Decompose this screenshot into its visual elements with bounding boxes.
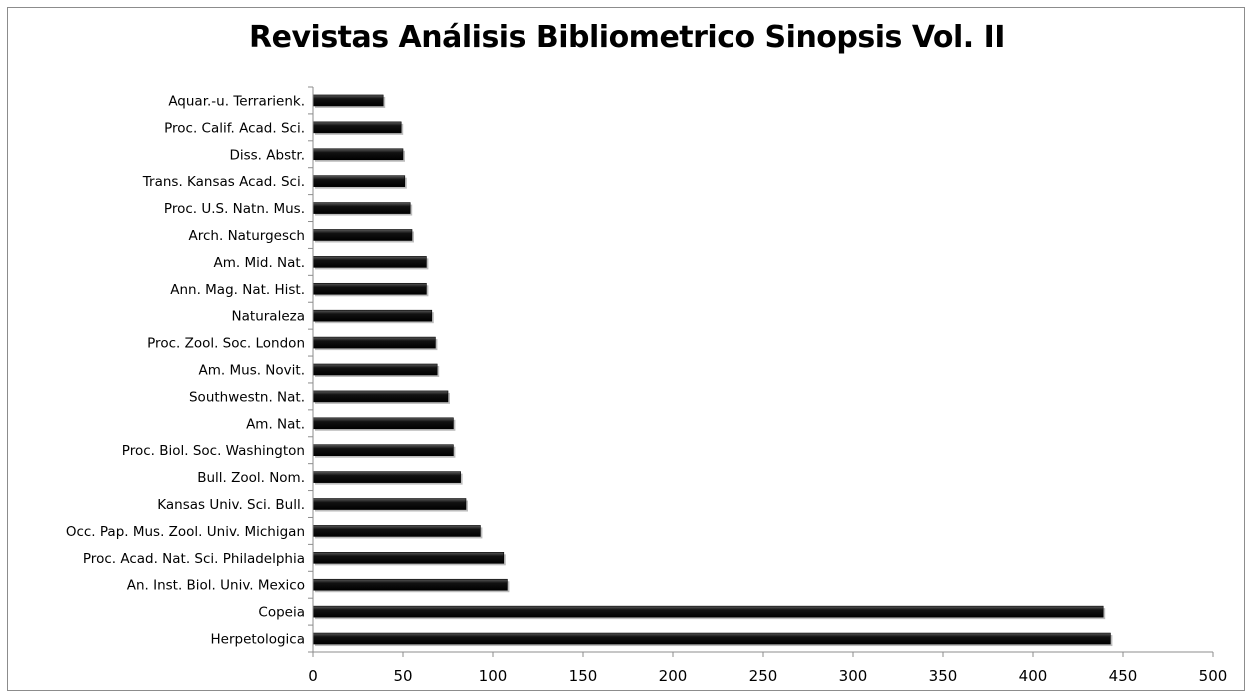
bar bbox=[312, 632, 1111, 645]
category-label: Proc. Zool. Soc. London bbox=[147, 336, 305, 352]
bar bbox=[312, 148, 404, 161]
category-label: Trans. Kansas Acad. Sci. bbox=[142, 174, 305, 190]
bar bbox=[312, 336, 436, 349]
bar bbox=[312, 417, 454, 430]
bar bbox=[312, 175, 406, 187]
axes-group bbox=[308, 86, 1214, 657]
category-label: Am. Nat. bbox=[246, 416, 305, 432]
bar bbox=[312, 363, 438, 376]
category-label: Am. Mid. Nat. bbox=[214, 255, 305, 271]
bar bbox=[312, 229, 413, 241]
chart-title: Revistas Análisis Bibliometrico Sinopsis… bbox=[249, 20, 1005, 55]
category-label: Bull. Zool. Nom. bbox=[197, 470, 305, 486]
category-label: Kansas Univ. Sci. Bull. bbox=[157, 497, 305, 513]
bar bbox=[312, 390, 449, 403]
bar bbox=[312, 498, 467, 510]
category-label: Proc. Calif. Acad. Sci. bbox=[164, 120, 305, 136]
x-tick-label: 50 bbox=[393, 667, 412, 685]
bar bbox=[312, 309, 433, 322]
category-label: Occ. Pap. Mus. Zool. Univ. Michigan bbox=[66, 524, 305, 540]
x-tick-label: 200 bbox=[659, 667, 688, 685]
bar bbox=[312, 552, 505, 564]
chart-frame bbox=[7, 7, 1245, 691]
bar bbox=[312, 471, 461, 483]
x-tick-label: 0 bbox=[308, 667, 318, 685]
bars-group bbox=[312, 94, 1113, 647]
bar bbox=[312, 605, 1104, 618]
category-label: Herpetologica bbox=[211, 632, 305, 648]
category-label: Aquar.-u. Terrarienk. bbox=[168, 93, 305, 109]
category-label: Proc. U.S. Natn. Mus. bbox=[164, 201, 305, 217]
category-labels: Aquar.-u. Terrarienk. Proc. Calif. Acad. … bbox=[66, 93, 305, 647]
bar bbox=[312, 578, 508, 591]
category-label: Proc. Acad. Nat. Sci. Philadelphia bbox=[83, 551, 305, 567]
bar bbox=[312, 525, 481, 537]
x-tick-label: 100 bbox=[479, 667, 508, 685]
category-label: Proc. Biol. Soc. Washington bbox=[122, 443, 305, 459]
category-label: Copeia bbox=[258, 605, 305, 621]
category-label: Diss. Abstr. bbox=[229, 147, 305, 163]
x-tick-label: 400 bbox=[1019, 667, 1048, 685]
x-tick-label: 350 bbox=[929, 667, 958, 685]
bar bbox=[312, 444, 454, 457]
bar bbox=[312, 121, 402, 134]
category-label: Am. Mus. Novit. bbox=[199, 363, 305, 379]
x-tick-label: 450 bbox=[1109, 667, 1138, 685]
category-label: Ann. Mag. Nat. Hist. bbox=[170, 282, 305, 298]
bar bbox=[312, 202, 411, 214]
category-label: Naturaleza bbox=[232, 309, 305, 325]
x-tick-label: 500 bbox=[1199, 667, 1228, 685]
category-label: An. Inst. Biol. Univ. Mexico bbox=[127, 578, 305, 594]
bar bbox=[312, 94, 384, 107]
x-tick-label: 300 bbox=[839, 667, 868, 685]
category-label: Arch. Naturgesch bbox=[189, 228, 305, 244]
category-label: Southwestn. Nat. bbox=[189, 389, 305, 405]
x-tick-label: 250 bbox=[749, 667, 778, 685]
x-tick-label: 150 bbox=[569, 667, 598, 685]
bar bbox=[312, 282, 427, 295]
x-tick-labels: 0 50 100 150 200 250 300 350 400 450 500 bbox=[308, 667, 1227, 685]
bar bbox=[312, 256, 427, 268]
